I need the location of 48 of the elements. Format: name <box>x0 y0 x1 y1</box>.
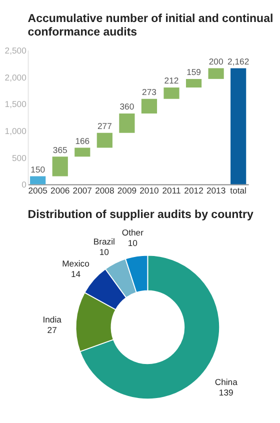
data-label: 360 <box>120 102 134 112</box>
bar <box>74 148 90 157</box>
data-label: 150 <box>30 164 46 174</box>
data-label: 212 <box>164 76 179 86</box>
x-tick-label: 2011 <box>162 185 181 196</box>
data-label: 27 <box>47 325 58 336</box>
slice-label: China <box>214 377 238 388</box>
data-label: 139 <box>218 388 234 398</box>
x-tick-label: 2007 <box>72 185 92 196</box>
slice-label: Other <box>122 227 144 238</box>
slice-label: Brazil <box>93 236 115 247</box>
bar <box>141 98 158 114</box>
bar <box>52 156 68 176</box>
data-label: 10 <box>128 238 138 248</box>
bar <box>164 87 180 99</box>
slice-label: India <box>42 314 62 325</box>
data-label: 10 <box>99 247 110 258</box>
data-label: 200 <box>208 56 224 66</box>
data-label: 14 <box>70 269 81 280</box>
y-tick-label: 500 <box>12 152 27 163</box>
data-label: 166 <box>75 136 90 146</box>
y-tick-label: 2,000 <box>4 72 27 82</box>
y-tick-label: 1,000 <box>4 126 27 136</box>
bar <box>96 132 112 148</box>
x-tick-label: 2005 <box>28 185 48 196</box>
x-tick-label: 2013 <box>206 185 226 196</box>
y-tick-label: 1,500 <box>4 99 27 110</box>
x-tick-label: 2008 <box>95 185 114 196</box>
data-label: 159 <box>186 67 202 78</box>
bar <box>186 78 202 88</box>
y-tick-label: 2,500 <box>4 45 27 56</box>
x-tick-label: 2006 <box>50 185 70 196</box>
chart-title: Accumulative number of initial and continual conformance audits <box>28 13 274 39</box>
data-label: 2,162 <box>228 56 250 66</box>
data-label: 277 <box>97 121 112 132</box>
slice-label: Mexico <box>62 258 90 269</box>
x-tick-label: total <box>230 185 247 196</box>
x-tick-label: 2010 <box>140 185 160 196</box>
bar <box>30 176 46 184</box>
x-tick-label: 2009 <box>117 185 137 196</box>
data-label: 273 <box>142 87 157 98</box>
bar <box>119 114 135 133</box>
data-label: 365 <box>52 144 68 155</box>
x-tick-label: 2012 <box>184 185 204 196</box>
chart-title: Distribution of supplier audits by country <box>28 209 254 222</box>
bar <box>208 68 224 79</box>
y-tick-label: 0 <box>22 180 27 190</box>
bar <box>230 68 246 184</box>
